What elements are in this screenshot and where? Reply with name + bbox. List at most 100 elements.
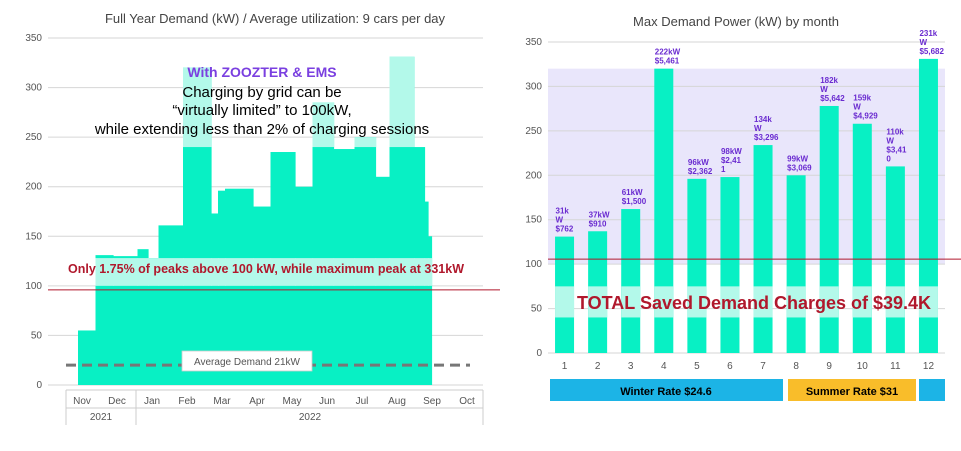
- right-x-category-label: 8: [793, 361, 799, 372]
- right-bar-highlight: [720, 286, 740, 318]
- zoozter-annotation-line-3: while extending less than 2% of charging…: [94, 121, 429, 138]
- right-chart-title: Max Demand Power (kW) by month: [633, 14, 839, 29]
- right-bar-data-label: 96kW: [688, 158, 709, 167]
- right-y-tick-label: 350: [525, 37, 542, 48]
- right-bar-highlight: [819, 286, 839, 318]
- left-highlight-band-low: [137, 258, 149, 286]
- right-bar-data-label: $2,41: [721, 156, 742, 165]
- zoozter-annotation-line-2: “virtually limited” to 100kW,: [172, 102, 351, 119]
- right-bar: [918, 58, 938, 353]
- right-x-category-label: 1: [562, 361, 568, 372]
- right-bar-highlight: [654, 286, 674, 318]
- right-chart: Max Demand Power (kW) by month 050100150…: [525, 14, 961, 401]
- winter-rate-band-end: [919, 379, 945, 401]
- left-highlight-band-low: [414, 258, 426, 286]
- left-demand-step: [312, 102, 335, 385]
- left-y-tick-label: 50: [31, 330, 43, 341]
- left-x-year-label: 2021: [90, 412, 113, 423]
- left-x-month-label: Aug: [388, 396, 406, 407]
- left-x-month-label: Oct: [459, 396, 475, 407]
- right-bar-data-label: 182k: [820, 76, 838, 85]
- left-highlight-band-low: [183, 258, 212, 286]
- left-highlight-band-low: [148, 258, 160, 286]
- right-bar-data-label: $3,296: [754, 133, 779, 142]
- right-x-category-label: 5: [694, 361, 700, 372]
- left-highlight-band-high: [389, 56, 415, 148]
- right-bar-data-label: 222kW: [655, 48, 681, 57]
- right-bar-data-label: 61kW: [622, 188, 643, 197]
- left-chart-x-axis: Nov Dec Jan Feb Mar Apr May Jun Jul Aug Sep Oct 2021…: [65, 389, 484, 425]
- left-highlight-band-low: [95, 258, 114, 286]
- right-chart-bar-labels: 31kW$76237kW$91061kW$1,500222kW$5,46196k…: [556, 29, 945, 234]
- right-bar-data-label: $762: [556, 225, 574, 234]
- left-highlight-band-low: [225, 258, 254, 286]
- left-y-tick-label: 100: [25, 281, 42, 292]
- left-y-tick-label: 200: [25, 182, 42, 193]
- left-highlight-band-low: [270, 258, 296, 286]
- right-bar-highlight: [555, 286, 575, 318]
- right-bar-data-label: 110k: [886, 127, 904, 136]
- left-demand-step: [424, 201, 429, 385]
- left-chart: Full Year Demand (kW) / Average utilizat…: [25, 11, 500, 425]
- left-x-month-label: Jul: [356, 396, 369, 407]
- zoozter-annotation-head: With ZOOZTER & EMS: [187, 64, 336, 80]
- left-chart-title: Full Year Demand (kW) / Average utilizat…: [105, 11, 446, 26]
- right-x-category-label: 2: [595, 361, 601, 372]
- right-bar-data-label: $1,500: [622, 197, 647, 206]
- right-bar-data-label: $2,362: [688, 167, 713, 176]
- left-chart-highlight-bands: [95, 56, 433, 286]
- left-highlight-band-low: [389, 258, 415, 286]
- left-x-year-label: 2022: [299, 412, 322, 423]
- right-bar-data-label: W: [820, 85, 828, 94]
- winter-rate-label: Winter Rate $24.6: [620, 386, 712, 398]
- right-bar-data-label: 0: [886, 154, 891, 163]
- left-x-month-label: Feb: [178, 396, 196, 407]
- left-highlight-band-high: [183, 67, 212, 148]
- right-bar-data-label: $3,069: [787, 163, 812, 172]
- right-bar-data-label: 1: [721, 165, 726, 174]
- left-highlight-band-low: [333, 258, 356, 286]
- right-bar-data-label: $4,929: [853, 112, 878, 121]
- left-y-tick-label: 250: [25, 132, 42, 143]
- left-highlight-band-low: [295, 258, 314, 286]
- left-demand-step: [428, 236, 433, 385]
- left-x-month-label: Mar: [213, 396, 231, 407]
- right-bar-data-label: W: [853, 103, 861, 112]
- left-x-month-label: Nov: [73, 396, 91, 407]
- right-bar-data-label: 159k: [853, 94, 871, 103]
- right-x-category-label: 4: [661, 361, 667, 372]
- right-bar-highlight: [621, 286, 641, 318]
- left-x-month-label: Apr: [249, 396, 265, 407]
- right-x-category-label: 10: [857, 361, 869, 372]
- left-highlight-band-low: [253, 258, 272, 286]
- right-y-tick-label: 100: [525, 259, 542, 270]
- left-highlight-band-low: [428, 258, 433, 286]
- right-bar-highlight: [852, 286, 872, 318]
- right-bar-data-label: $5,642: [820, 94, 845, 103]
- right-y-tick-label: 0: [536, 348, 542, 359]
- left-highlight-band-low: [113, 258, 139, 286]
- right-bar: [687, 178, 707, 353]
- left-demand-step: [95, 255, 114, 385]
- left-highlight-band-low: [375, 258, 391, 286]
- summer-rate-band: [788, 379, 916, 401]
- right-y-tick-label: 300: [525, 81, 542, 92]
- summer-rate-label: Summer Rate $31: [806, 386, 898, 398]
- left-demand-step: [158, 225, 184, 385]
- right-y-tick-label: 250: [525, 126, 542, 137]
- right-y-tick-label: 150: [525, 215, 542, 226]
- left-demand-step: [211, 213, 219, 385]
- right-bar-data-label: W: [556, 216, 564, 225]
- right-y-tick-label: 200: [525, 170, 542, 181]
- left-x-month-label: Jun: [319, 396, 335, 407]
- left-highlight-band-low: [312, 258, 335, 286]
- right-x-category-label: 12: [923, 361, 935, 372]
- right-chart-plot-band: [548, 68, 945, 265]
- left-highlight-band-low: [354, 258, 377, 286]
- avg-demand-label-box: [181, 350, 313, 372]
- right-chart-x-axis: 1 2 3 4 5 6 7 8 9 10 11 12: [562, 361, 935, 372]
- left-demand-step: [137, 249, 149, 385]
- right-bar: [720, 177, 740, 353]
- right-bar-data-label: W: [754, 124, 762, 133]
